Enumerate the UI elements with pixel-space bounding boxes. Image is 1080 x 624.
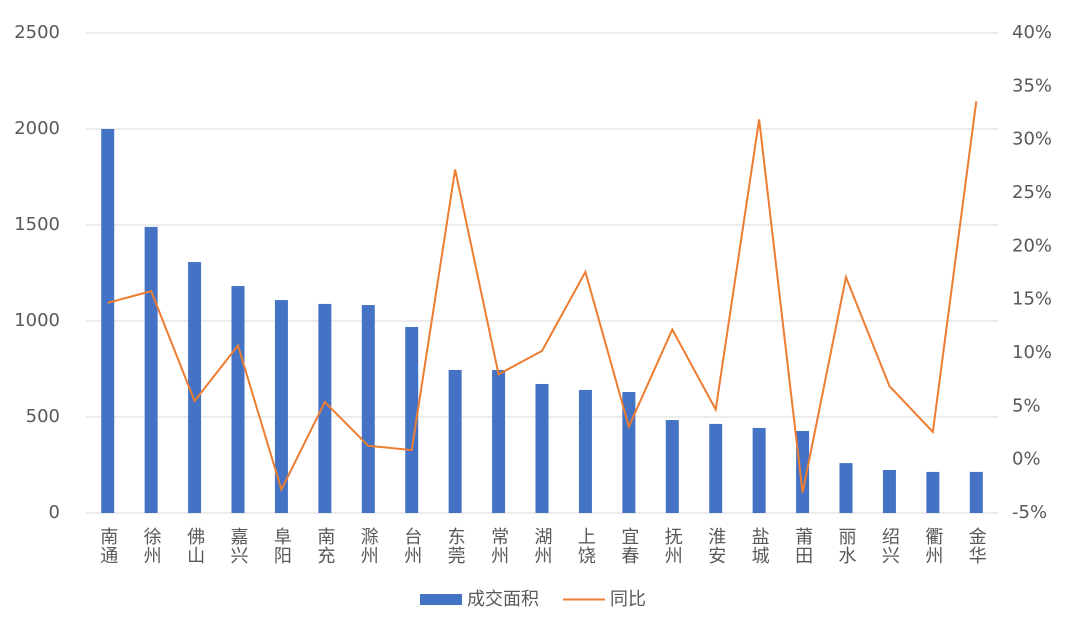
bar xyxy=(535,383,549,513)
x-tick-label: 南通 xyxy=(97,527,118,565)
x-tick-label: 淮安 xyxy=(705,527,726,565)
y-tick-label: 0 xyxy=(49,502,60,523)
bar xyxy=(188,262,202,513)
x-tick-label: 宜春 xyxy=(618,527,639,565)
x-tick-label: 阜阳 xyxy=(271,527,292,565)
bar xyxy=(231,286,245,513)
x-tick-label: 台州 xyxy=(401,527,422,565)
bar xyxy=(665,420,679,513)
bar xyxy=(405,326,419,513)
y-tick-label: 1000 xyxy=(14,310,60,331)
legend-swatch xyxy=(420,594,462,605)
x-tick-label: 抚州 xyxy=(662,527,683,565)
y2-tick-label: 40% xyxy=(1012,22,1052,43)
y2-tick-label: 35% xyxy=(1012,75,1052,96)
bar xyxy=(752,427,766,513)
legend-label: 同比 xyxy=(610,589,646,610)
bar xyxy=(448,369,462,513)
x-tick-label: 常州 xyxy=(488,527,509,565)
x-tick-label: 莆田 xyxy=(792,527,813,565)
y-tick-label: 2500 xyxy=(14,22,60,43)
bar xyxy=(101,129,115,513)
y2-tick-label: 0% xyxy=(1012,449,1041,470)
bar xyxy=(144,226,158,514)
x-tick-label: 丽水 xyxy=(836,527,857,565)
y2-tick-label: 10% xyxy=(1012,342,1052,363)
x-tick-label: 佛山 xyxy=(184,527,205,565)
x-tick-label: 滁州 xyxy=(358,527,379,565)
x-tick-label: 衢州 xyxy=(922,527,943,565)
x-tick-label: 徐州 xyxy=(141,527,162,565)
bar xyxy=(709,423,723,513)
line xyxy=(107,101,978,493)
y2-tick-label: 5% xyxy=(1012,395,1041,416)
bar xyxy=(969,471,983,513)
x-tick-label: 东莞 xyxy=(445,527,466,565)
bar xyxy=(361,305,375,513)
bar xyxy=(926,471,940,513)
y-tick-label: 1500 xyxy=(14,214,60,235)
legend-label: 成交面积 xyxy=(467,589,539,610)
x-tick-label: 盐城 xyxy=(749,527,770,565)
y2-tick-label: -5% xyxy=(1012,502,1047,523)
y2-tick-label: 20% xyxy=(1012,235,1052,256)
bar xyxy=(578,389,592,513)
y2-tick-label: 15% xyxy=(1012,289,1052,310)
bar xyxy=(492,369,506,513)
y2-tick-label: 25% xyxy=(1012,182,1052,203)
bar xyxy=(622,392,636,513)
x-tick-label: 南充 xyxy=(314,527,335,565)
y-tick-label: 2000 xyxy=(14,118,60,139)
bar xyxy=(796,431,810,513)
x-tick-label: 上饶 xyxy=(575,527,596,565)
bar xyxy=(318,303,332,513)
bar xyxy=(839,463,853,513)
x-tick-label: 嘉兴 xyxy=(228,527,249,565)
x-tick-label: 湖州 xyxy=(532,527,553,565)
y-tick-label: 500 xyxy=(26,406,60,427)
y2-tick-label: 30% xyxy=(1012,129,1052,150)
x-tick-label: 绍兴 xyxy=(879,527,900,565)
bar xyxy=(274,300,288,513)
bar xyxy=(882,469,896,513)
x-tick-label: 金华 xyxy=(966,527,987,565)
